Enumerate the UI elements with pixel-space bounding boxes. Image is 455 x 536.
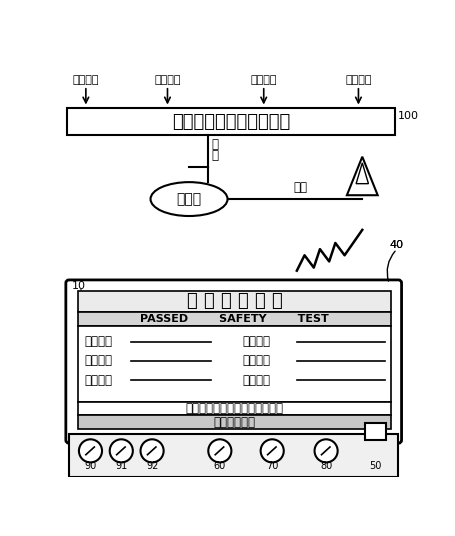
Text: 维保单位: 维保单位	[154, 75, 180, 85]
Bar	[78, 291, 390, 312]
Text: 国家质量监督检验检疫总局印制: 国家质量监督检验检疫总局印制	[185, 402, 283, 415]
Text: 50: 50	[369, 461, 381, 471]
Polygon shape	[355, 163, 368, 184]
Text: 使用单位: 使用单位	[72, 75, 99, 85]
Text: 40: 40	[389, 240, 403, 250]
Text: 70: 70	[265, 461, 278, 471]
Text: 专: 专	[211, 138, 217, 151]
Text: 线: 线	[211, 148, 217, 162]
Text: 92: 92	[146, 461, 158, 471]
Text: 互联网: 互联网	[176, 192, 201, 206]
Bar	[364, 423, 385, 440]
Text: 专线: 专线	[293, 181, 307, 194]
Bar	[78, 401, 390, 415]
Bar	[78, 312, 390, 326]
Text: PASSED        SAFETY        TEST: PASSED SAFETY TEST	[140, 314, 328, 324]
Circle shape	[79, 440, 102, 463]
Circle shape	[208, 440, 231, 463]
Text: 设备代码: 设备代码	[84, 335, 112, 348]
Circle shape	[140, 440, 163, 463]
Circle shape	[314, 440, 337, 463]
Text: 维保单位: 维保单位	[84, 354, 112, 367]
Text: 10: 10	[72, 281, 86, 292]
Text: 检验单位: 检验单位	[250, 75, 276, 85]
FancyBboxPatch shape	[66, 280, 401, 443]
Bar	[78, 326, 390, 401]
Text: 电梯安全监管物联网平台: 电梯安全监管物联网平台	[172, 113, 289, 131]
Bar	[69, 434, 398, 477]
Ellipse shape	[150, 182, 227, 216]
Text: 60: 60	[213, 461, 226, 471]
Text: 安 全 检 验 合 格: 安 全 检 验 合 格	[186, 293, 282, 310]
Circle shape	[260, 440, 283, 463]
Text: 100: 100	[397, 111, 418, 121]
Text: 检验人员: 检验人员	[242, 374, 269, 386]
Bar	[78, 415, 390, 429]
Circle shape	[110, 440, 132, 463]
Text: 滚动文字信息: 滚动文字信息	[213, 416, 255, 429]
Text: 80: 80	[319, 461, 332, 471]
Text: 使用编号: 使用编号	[242, 335, 269, 348]
Text: 91: 91	[115, 461, 127, 471]
Polygon shape	[346, 157, 377, 195]
Text: 40: 40	[389, 240, 403, 250]
Text: 检验单位: 检验单位	[84, 374, 112, 386]
Text: 维保电话: 维保电话	[242, 354, 269, 367]
Bar	[67, 108, 394, 135]
Text: 监管单位: 监管单位	[344, 75, 371, 85]
Text: 90: 90	[84, 461, 96, 471]
